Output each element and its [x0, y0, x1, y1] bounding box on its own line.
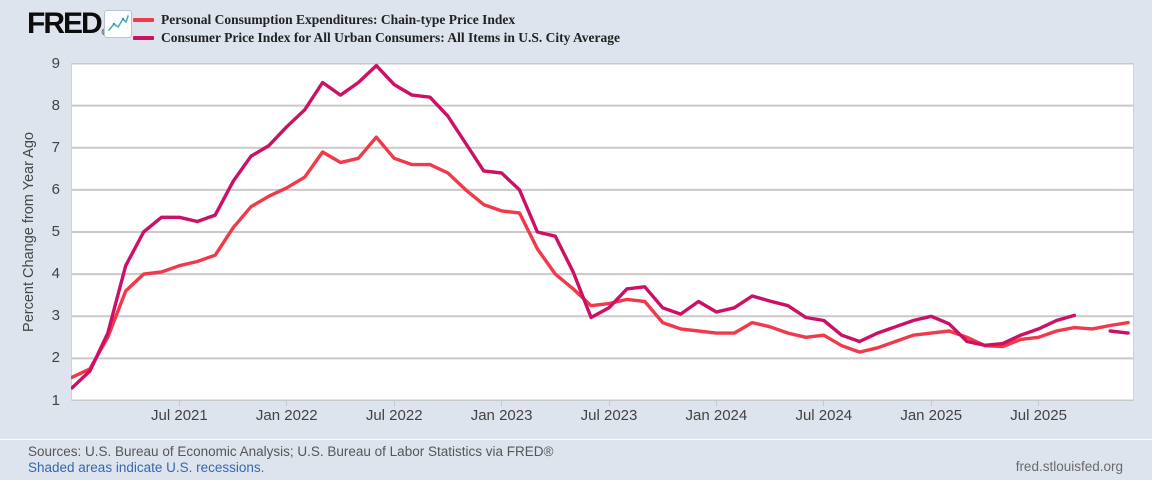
site-link[interactable]: fred.stlouisfed.org: [1015, 459, 1123, 474]
x-tick-mark: [608, 401, 610, 406]
legend: Personal Consumption Expenditures: Chain…: [133, 11, 620, 47]
y-tick-label: 5: [51, 223, 60, 240]
x-tick-mark: [393, 401, 395, 406]
sources-text: Sources: U.S. Bureau of Economic Analysi…: [28, 444, 554, 459]
cpi-legend-label[interactable]: Consumer Price Index for All Urban Consu…: [161, 30, 620, 45]
y-tick-label: 3: [51, 307, 60, 325]
fred-logo: FRED®: [27, 7, 108, 41]
y-tick-label: 7: [51, 138, 60, 156]
y-tick-label: 2: [51, 349, 60, 367]
x-tick-label: Jan 2024: [685, 407, 748, 424]
fred-logo-text: FRED: [27, 7, 103, 40]
recessions-link[interactable]: Shaded areas indicate U.S. recessions.: [28, 460, 265, 475]
x-tick-mark: [930, 401, 932, 406]
legend-item-cpi: Consumer Price Index for All Urban Consu…: [133, 29, 620, 47]
legend-item-pce: Personal Consumption Expenditures: Chain…: [133, 11, 620, 29]
pce-line-swatch: [133, 18, 154, 22]
x-tick-mark: [501, 401, 503, 406]
plot-svg: [71, 63, 1134, 401]
x-tick-mark: [178, 401, 180, 406]
x-tick-mark: [286, 401, 288, 406]
y-tick-label: 1: [51, 391, 60, 409]
y-tick-label: 4: [51, 265, 60, 283]
sparkline-chart-icon: [104, 10, 132, 38]
cpi-line[interactable]: [71, 63, 1130, 390]
pce-line[interactable]: [71, 135, 1130, 379]
x-tick-mark: [715, 401, 717, 406]
x-tick-label: Jul 2021: [151, 407, 208, 424]
y-tick-label: 9: [51, 54, 60, 72]
x-tick-label: Jan 2025: [900, 407, 963, 424]
x-tick-label: Jul 2025: [1010, 407, 1067, 424]
footer-divider: [0, 439, 1152, 440]
x-tick-mark: [1038, 401, 1040, 406]
x-tick-mark: [823, 401, 825, 406]
plot-area: [71, 63, 1134, 401]
cpi-line-swatch: [133, 36, 154, 40]
x-tick-label: Jan 2022: [255, 407, 318, 424]
x-tick-label: Jul 2022: [365, 407, 423, 424]
y-tick-label: 6: [51, 180, 60, 198]
x-tick-label: Jul 2023: [580, 407, 638, 424]
x-tick-label: Jul 2024: [795, 407, 853, 424]
x-tick-label: Jan 2023: [470, 407, 533, 424]
y-tick-label: 8: [51, 96, 60, 114]
pce-legend-label[interactable]: Personal Consumption Expenditures: Chain…: [161, 12, 516, 27]
